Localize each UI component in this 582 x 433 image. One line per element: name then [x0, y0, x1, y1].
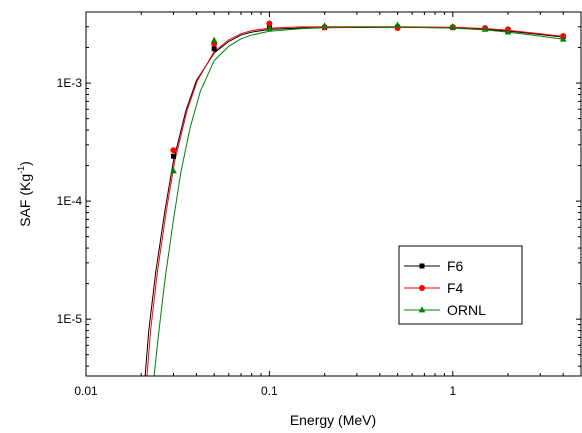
x-tick-label: 1: [449, 384, 456, 398]
plot-frame: [85, 11, 582, 377]
x-axis-label: Energy (MeV): [290, 412, 376, 428]
data-point-ornl: [449, 23, 457, 30]
data-point-ornl: [559, 35, 567, 42]
data-point-ornl: [481, 25, 489, 32]
data-point-f6: [171, 153, 177, 159]
data-point-ornl: [394, 21, 401, 28]
legend-label-f6: F6: [447, 258, 464, 274]
legend-marker-ornl: [418, 306, 426, 313]
legend-label-f4: F4: [447, 280, 464, 296]
legend-label-ornl: ORNL: [447, 302, 486, 318]
curves-layer: [144, 26, 564, 376]
y-tick-label: 1E-4: [57, 194, 83, 208]
x-axis-ticks: 0.01 0.1 1: [74, 12, 582, 398]
markers-layer: [170, 20, 567, 174]
series-line-f6: [144, 26, 564, 376]
y-axis-ticks: 1E-5 1E-4 1E-3: [57, 11, 581, 367]
data-point-ornl: [170, 167, 177, 174]
data-point-f6: [211, 46, 217, 52]
data-point-ornl: [504, 28, 512, 35]
data-point-ornl: [321, 22, 328, 29]
series-line-ornl: [153, 26, 564, 376]
data-point-f4: [170, 147, 177, 154]
y-axis-label: SAF (Kg-1): [16, 161, 33, 227]
legend: F6 F4 ORNL: [398, 245, 523, 325]
data-point-ornl: [266, 24, 273, 31]
y-axis-label-tail: ): [17, 161, 33, 166]
data-point-ornl: [210, 36, 218, 43]
y-tick-label: 1E-5: [57, 312, 83, 326]
x-tick-label: 0.01: [74, 384, 98, 398]
series-line-f4: [146, 26, 564, 376]
y-tick-label: 1E-3: [57, 76, 83, 90]
y-axis-label-main: SAF (Kg: [17, 174, 33, 227]
x-tick-label: 0.1: [261, 384, 278, 398]
y-axis-label-superscript: -1: [16, 166, 26, 174]
legend-marker-f4: [419, 285, 425, 291]
data-point-f4: [266, 20, 273, 27]
legend-marker-f6: [419, 263, 425, 269]
